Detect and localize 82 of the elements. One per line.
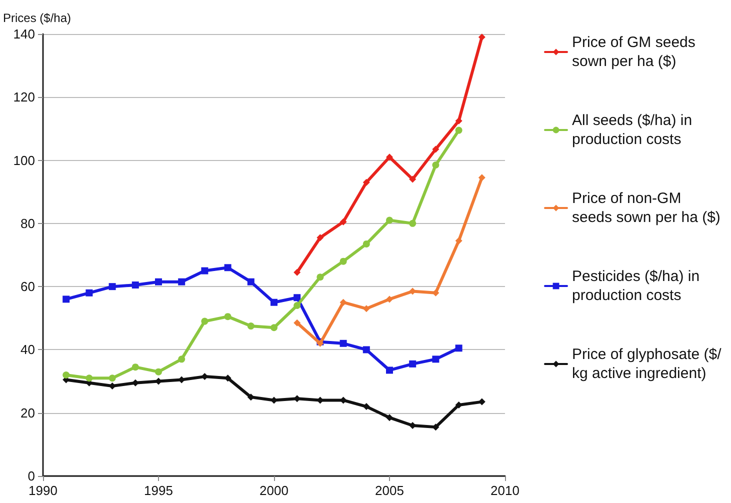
point <box>432 356 440 363</box>
point <box>386 216 393 224</box>
point <box>201 267 208 274</box>
point <box>316 274 324 281</box>
legend-label: Price of non-GM seeds sown per ha ($) <box>572 190 720 226</box>
point <box>316 234 324 242</box>
point <box>409 176 416 183</box>
point <box>132 379 139 386</box>
point <box>108 374 116 382</box>
point <box>409 360 416 368</box>
point <box>386 296 393 303</box>
x-tick-label: 2000 <box>260 483 288 498</box>
point <box>362 240 370 248</box>
point <box>455 401 462 408</box>
x-tick-label: 2005 <box>375 483 404 498</box>
point <box>362 178 370 186</box>
point <box>224 313 232 320</box>
point <box>270 324 278 332</box>
point <box>340 258 347 265</box>
point <box>340 298 347 306</box>
point <box>432 162 440 169</box>
point <box>340 340 347 347</box>
point <box>340 218 347 226</box>
x-tick-label: 1995 <box>144 483 173 498</box>
point <box>478 34 486 41</box>
y-tick-label: 100 <box>13 152 35 168</box>
point <box>432 424 440 431</box>
point <box>132 281 139 288</box>
point <box>62 296 70 303</box>
point <box>294 302 301 310</box>
point <box>132 364 139 371</box>
point <box>455 344 462 352</box>
point <box>455 117 462 124</box>
point <box>478 174 486 182</box>
point <box>247 322 254 330</box>
point <box>178 278 186 286</box>
point <box>178 356 186 363</box>
y-tick-label: 140 <box>13 26 35 42</box>
point <box>86 374 93 382</box>
point <box>386 414 393 422</box>
point <box>294 268 301 276</box>
point <box>294 294 301 302</box>
point <box>62 371 70 378</box>
point <box>201 373 208 380</box>
point <box>86 289 93 296</box>
point <box>409 220 416 227</box>
point <box>362 403 370 410</box>
y-tick-label: 40 <box>20 342 35 358</box>
point <box>224 264 232 272</box>
legend-label: Pesticides ($/ha) in production costs <box>572 268 704 304</box>
x-tick-label: 1990 <box>28 483 58 498</box>
y-tick-label: 0 <box>28 468 35 484</box>
point <box>201 318 208 325</box>
x-tick-label: 2010 <box>490 483 520 498</box>
point <box>294 319 301 326</box>
point <box>478 398 486 406</box>
y-tick-label: 60 <box>20 279 35 294</box>
y-tick-label: 80 <box>20 216 35 231</box>
point <box>455 237 462 244</box>
legend-label: Price of glyphosate ($/kg active ingredient) <box>572 346 722 382</box>
point <box>432 289 440 296</box>
point <box>108 382 116 390</box>
point <box>270 396 278 404</box>
legend-label: Price of GM seeds sown per ha ($) <box>572 34 700 70</box>
point <box>362 305 370 312</box>
point <box>386 154 393 161</box>
point <box>270 298 278 306</box>
point <box>247 394 254 401</box>
point <box>362 346 370 354</box>
point <box>155 278 162 286</box>
point <box>432 146 440 153</box>
point <box>155 368 162 376</box>
point <box>247 278 254 286</box>
point <box>155 378 162 385</box>
y-axis-title: Prices ($/ha) <box>3 11 72 25</box>
point <box>455 126 462 134</box>
legend-label: All seeds ($/ha) in production costs <box>572 112 696 148</box>
point <box>386 366 393 374</box>
point <box>108 283 116 290</box>
point <box>178 376 186 384</box>
y-tick-label: 20 <box>20 405 35 420</box>
y-tick-label: 120 <box>13 90 35 105</box>
